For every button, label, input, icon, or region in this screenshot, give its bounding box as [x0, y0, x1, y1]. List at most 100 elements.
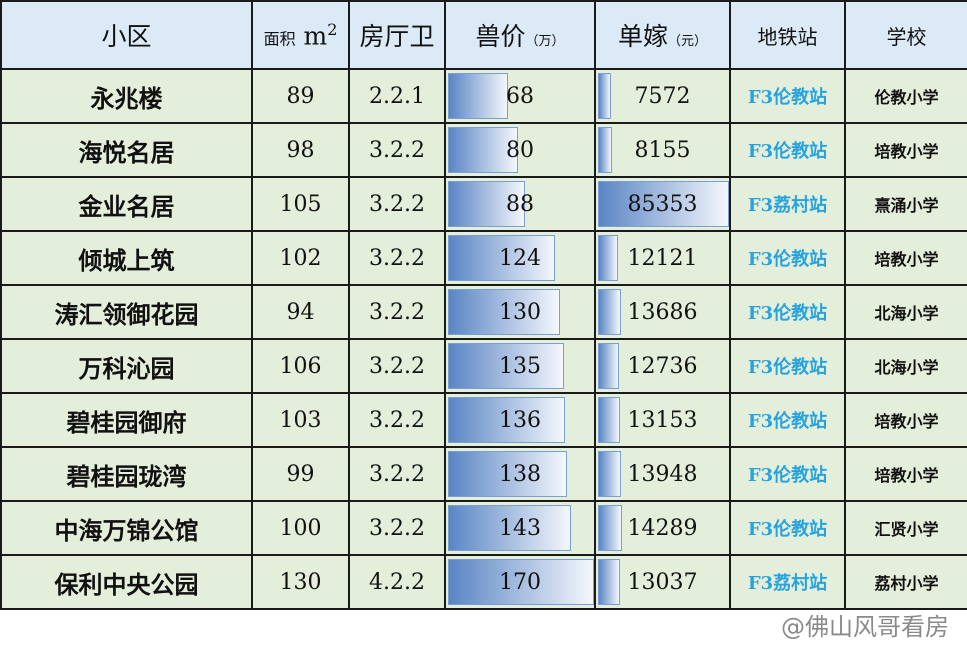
housing-table: 小区 面积 m2 房厅卫 兽价（万） 单嫁（元） 地铁站 学校 永兆楼 89 2… — [0, 0, 967, 610]
cell-total: 135 — [444, 338, 596, 394]
cell-school: 北海小学 — [844, 338, 967, 394]
unit-price-bar — [598, 559, 620, 605]
total-value: 143 — [499, 515, 541, 541]
cell-name: 万科沁园 — [0, 338, 253, 394]
cell-layout: 3.2.2 — [348, 122, 446, 178]
area-label: 面积 — [263, 29, 296, 49]
cell-school: 培教小学 — [844, 230, 967, 286]
cell-name: 涛汇领御花园 — [0, 284, 253, 340]
header-area: 面积 m2 — [251, 0, 350, 70]
cell-total: 80 — [444, 122, 596, 178]
table-row: 碧桂园御府 103 3.2.2 136 13153 F3伦教站 培教小学 — [0, 392, 967, 448]
cell-school: 培教小学 — [844, 122, 967, 178]
cell-metro: F3伦教站 — [729, 122, 846, 178]
cell-unit-price: 14289 — [594, 500, 731, 556]
unit-price-label: 单嫁 — [617, 22, 668, 51]
area-sup: 2 — [327, 19, 338, 39]
total-bar — [448, 505, 572, 551]
cell-name: 保利中央公园 — [0, 554, 253, 610]
cell-area: 106 — [251, 338, 350, 394]
cell-area: 130 — [251, 554, 350, 610]
unit-price-value: 14289 — [627, 515, 698, 541]
cell-area: 103 — [251, 392, 350, 448]
cell-area: 102 — [251, 230, 350, 286]
cell-unit-price: 85353 — [594, 176, 731, 232]
total-value: 138 — [499, 461, 541, 487]
cell-area: 94 — [251, 284, 350, 340]
cell-layout: 3.2.2 — [348, 338, 446, 394]
cell-name: 碧桂园御府 — [0, 392, 253, 448]
cell-total: 138 — [444, 446, 596, 502]
cell-metro: F3伦教站 — [729, 446, 846, 502]
cell-school: 汇贤小学 — [844, 500, 967, 556]
cell-total: 130 — [444, 284, 596, 340]
table-row: 海悦名居 98 3.2.2 80 8155 F3伦教站 培教小学 — [0, 122, 967, 178]
cell-name: 倾城上筑 — [0, 230, 253, 286]
cell-metro: F3伦教站 — [729, 500, 846, 556]
cell-area: 105 — [251, 176, 350, 232]
area-unit: m — [303, 21, 328, 51]
unit-price-bar — [598, 451, 622, 497]
unit-price-value: 8155 — [634, 137, 691, 163]
cell-school: 北海小学 — [844, 284, 967, 340]
unit-price-value: 13153 — [627, 407, 698, 433]
header-name: 小区 — [0, 0, 253, 70]
unit-price-value: 12736 — [627, 353, 698, 379]
total-value: 135 — [499, 353, 541, 379]
cell-metro: F3伦教站 — [729, 284, 846, 340]
total-bar — [448, 289, 561, 335]
cell-school: 伦教小学 — [844, 68, 967, 124]
total-unit: （万） — [525, 34, 565, 49]
header-school: 学校 — [844, 0, 967, 70]
cell-unit-price: 13948 — [594, 446, 731, 502]
table-row: 碧桂园珑湾 99 3.2.2 138 13948 F3伦教站 培教小学 — [0, 446, 967, 502]
cell-layout: 2.2.1 — [348, 68, 446, 124]
cell-area: 100 — [251, 500, 350, 556]
header-unit-price: 单嫁（元） — [594, 0, 731, 70]
cell-metro: F3伦教站 — [729, 68, 846, 124]
unit-price-bar — [598, 181, 729, 227]
cell-unit-price: 12121 — [594, 230, 731, 286]
cell-school: 荔村小学 — [844, 554, 967, 610]
total-bar — [448, 397, 566, 443]
total-bar — [448, 451, 567, 497]
cell-school: 培教小学 — [844, 392, 967, 448]
total-bar — [448, 343, 565, 389]
total-value: 130 — [499, 299, 541, 325]
cell-layout: 3.2.2 — [348, 284, 446, 340]
cell-school: 培教小学 — [844, 446, 967, 502]
unit-price-value: 13686 — [627, 299, 698, 325]
header-layout: 房厅卫 — [348, 0, 446, 70]
cell-area: 89 — [251, 68, 350, 124]
total-value: 124 — [499, 245, 541, 271]
unit-price-bar — [598, 505, 622, 551]
cell-total: 68 — [444, 68, 596, 124]
cell-total: 88 — [444, 176, 596, 232]
table-row: 永兆楼 89 2.2.1 68 7572 F3伦教站 伦教小学 — [0, 68, 967, 124]
cell-name: 海悦名居 — [0, 122, 253, 178]
header-total: 兽价（万） — [444, 0, 596, 70]
cell-unit-price: 8155 — [594, 122, 731, 178]
total-bar — [448, 73, 508, 119]
unit-price-value: 13037 — [627, 569, 698, 595]
unit-price-value: 12121 — [627, 245, 698, 271]
total-bar — [448, 559, 594, 605]
cell-total: 136 — [444, 392, 596, 448]
total-value: 68 — [506, 83, 534, 109]
cell-name: 永兆楼 — [0, 68, 253, 124]
table-row: 涛汇领御花园 94 3.2.2 130 13686 F3伦教站 北海小学 — [0, 284, 967, 340]
total-value: 136 — [499, 407, 541, 433]
watermark: @佛山风哥看房 — [781, 613, 949, 641]
cell-metro: F3伦教站 — [729, 392, 846, 448]
cell-metro: F3荔村站 — [729, 554, 846, 610]
header-row: 小区 面积 m2 房厅卫 兽价（万） 单嫁（元） 地铁站 学校 — [0, 0, 967, 70]
cell-name: 中海万锦公馆 — [0, 500, 253, 556]
unit-price-value: 13948 — [627, 461, 698, 487]
table-row: 保利中央公园 130 4.2.2 170 13037 F3荔村站 荔村小学 — [0, 554, 967, 610]
unit-price-bar — [598, 343, 620, 389]
cell-unit-price: 7572 — [594, 68, 731, 124]
total-value: 170 — [499, 569, 541, 595]
unit-price-bar — [598, 73, 612, 119]
cell-metro: F3伦教站 — [729, 230, 846, 286]
cell-school: 熹涌小学 — [844, 176, 967, 232]
